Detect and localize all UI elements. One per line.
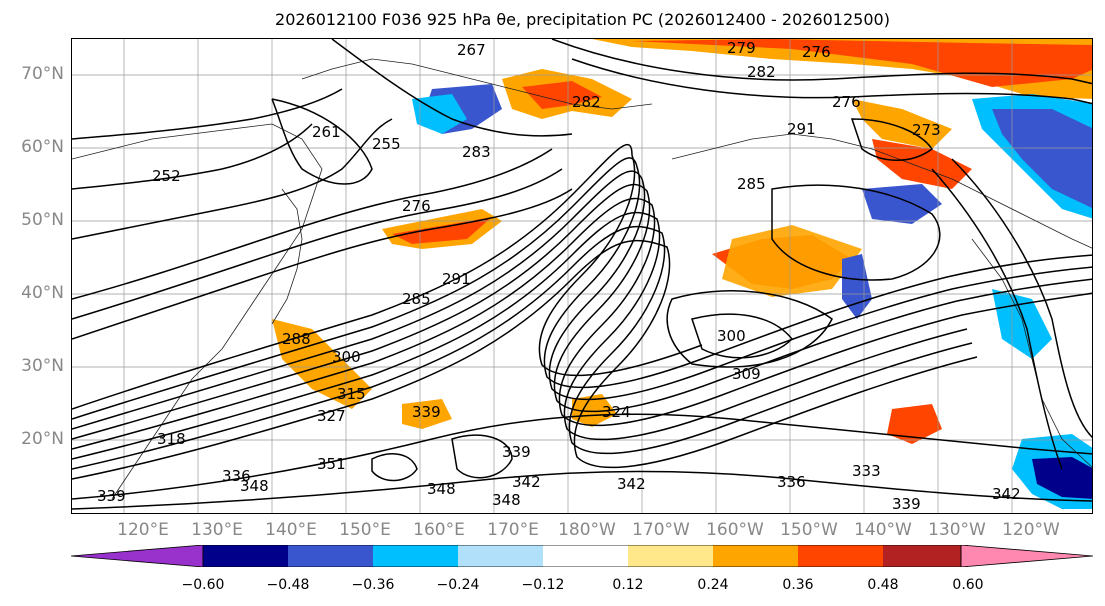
- contour-label: 309: [732, 365, 761, 383]
- colorbar-tick: 0.12: [612, 577, 644, 593]
- precip-fill-layer: [272, 39, 1092, 509]
- contour-label: 288: [282, 330, 311, 348]
- precip-patch: [392, 217, 492, 244]
- precip-patch: [272, 319, 372, 409]
- colorbar-tick: −0.36: [351, 577, 395, 593]
- contour-label: 348: [492, 491, 521, 509]
- map-title: 2026012100 F036 925 hPa θe, precipitatio…: [275, 10, 890, 29]
- contour-label: 282: [747, 63, 776, 81]
- lat-label: 20°N: [21, 429, 64, 449]
- lon-label: 130°E: [191, 520, 243, 540]
- precip-patch: [992, 109, 1092, 209]
- lat-label: 40°N: [21, 283, 64, 303]
- precip-patch: [1032, 457, 1092, 499]
- map-canvas: 267 279 276 282 282 261 255 283 276 252 …: [72, 39, 1092, 513]
- contour-label: 285: [737, 175, 766, 193]
- lon-label: 120°W: [1002, 520, 1060, 540]
- contour-label: 267: [457, 41, 486, 59]
- contour-label: 279: [727, 39, 756, 57]
- colorbar-segment: [628, 545, 713, 567]
- precip-patch: [522, 81, 602, 109]
- colorbar: [71, 545, 1093, 567]
- contour-label: 339: [892, 495, 921, 513]
- contour-label: 291: [442, 270, 471, 288]
- contour-label: 252: [152, 167, 181, 185]
- contour-label: 285: [402, 290, 431, 308]
- contour-label: 291: [787, 120, 816, 138]
- colorbar-tick: 0.36: [782, 577, 814, 593]
- contour-label: 283: [462, 143, 491, 161]
- contour-label: 276: [832, 93, 861, 111]
- contour-label: 318: [157, 430, 186, 448]
- colorbar-extend-low: [71, 545, 204, 567]
- lon-label: 150°E: [339, 520, 391, 540]
- contour-label: 300: [717, 327, 746, 345]
- colorbar-segment: [543, 545, 628, 567]
- lat-label: 70°N: [21, 64, 64, 84]
- contour-label: 261: [312, 123, 341, 141]
- lat-label: 50°N: [21, 210, 64, 230]
- lat-label: 60°N: [21, 137, 64, 157]
- contour-label: 327: [317, 407, 346, 425]
- contour-label: 315: [337, 385, 366, 403]
- theta-e-contours: [72, 39, 1092, 510]
- contour-label: 273: [912, 121, 941, 139]
- precip-patch: [842, 254, 872, 319]
- colorbar-segment: [373, 545, 458, 567]
- contour-label: 282: [572, 93, 601, 111]
- lon-label: 170°E: [487, 520, 539, 540]
- map-panel[interactable]: 267 279 276 282 282 261 255 283 276 252 …: [71, 38, 1093, 514]
- colorbar-extend-high: [960, 545, 1093, 567]
- lon-label: 140°W: [854, 520, 912, 540]
- lon-label: 160°E: [413, 520, 465, 540]
- contour-label: 255: [372, 135, 401, 153]
- lon-label: 160°W: [706, 520, 764, 540]
- precip-patch: [402, 399, 452, 429]
- colorbar-segment: [883, 545, 968, 567]
- contour-label: 342: [992, 485, 1021, 503]
- precip-patch: [722, 225, 862, 297]
- colorbar-tick: 0.48: [867, 577, 899, 593]
- precip-patch: [887, 404, 942, 444]
- precip-patch: [852, 99, 952, 149]
- lat-label: 30°N: [21, 356, 64, 376]
- colorbar-tick: −0.12: [521, 577, 565, 593]
- precip-patch: [862, 184, 942, 224]
- contour-label: 336: [222, 467, 251, 485]
- precip-patch: [872, 139, 972, 189]
- colorbar-tick: −0.24: [436, 577, 480, 593]
- colorbar-tick: −0.48: [266, 577, 310, 593]
- colorbar-segment: [203, 545, 288, 567]
- lon-label: 130°W: [928, 520, 986, 540]
- contour-label-layer: 267 279 276 282 282 261 255 283 276 252 …: [97, 39, 1021, 513]
- contour-label: 339: [97, 487, 126, 505]
- colorbar-tick: −0.60: [181, 577, 225, 593]
- contour-label: 339: [502, 443, 531, 461]
- precip-patch: [992, 289, 1052, 359]
- lon-label: 180°W: [558, 520, 616, 540]
- contour-label: 276: [402, 197, 431, 215]
- contour-label: 333: [852, 462, 881, 480]
- contour-label: 300: [332, 348, 361, 366]
- contour-label: 351: [317, 455, 346, 473]
- lon-label: 120°E: [117, 520, 169, 540]
- colorbar-segment: [458, 545, 543, 567]
- contour-label: 348: [427, 480, 456, 498]
- precip-patch: [572, 394, 617, 427]
- colorbar-tick: 0.60: [952, 577, 984, 593]
- contour-label: 339: [412, 403, 441, 421]
- colorbar-segment: [288, 545, 373, 567]
- contour-label: 276: [802, 43, 831, 61]
- lon-label: 170°W: [632, 520, 690, 540]
- colorbar-segment: [798, 545, 883, 567]
- colorbar-tick: 0.24: [697, 577, 729, 593]
- contour-label: 342: [617, 475, 646, 493]
- contour-label: 342: [512, 473, 541, 491]
- lon-label: 150°W: [780, 520, 838, 540]
- lon-label: 140°E: [265, 520, 317, 540]
- colorbar-segment: [713, 545, 798, 567]
- contour-label: 348: [240, 477, 269, 495]
- contour-label: 336: [777, 473, 806, 491]
- contour-label: 324: [602, 403, 631, 421]
